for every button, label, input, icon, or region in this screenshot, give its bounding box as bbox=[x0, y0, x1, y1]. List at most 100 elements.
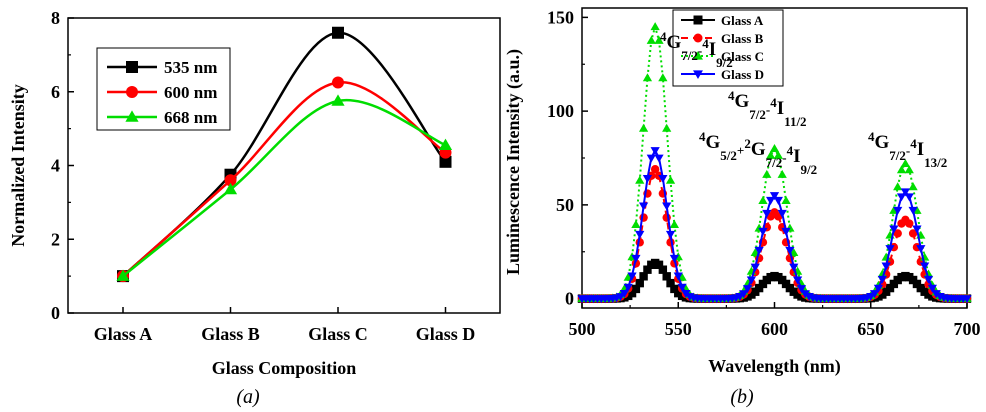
spectrum-point-b bbox=[905, 219, 914, 228]
spectrum-point-b bbox=[923, 269, 934, 278]
legend-marker-b bbox=[693, 33, 703, 43]
legend-marker-a bbox=[126, 61, 138, 73]
spectrum-point-b bbox=[666, 278, 675, 288]
spectrum-point-b bbox=[646, 35, 656, 44]
spectrum-point-b bbox=[631, 254, 641, 263]
spectrum-point-b bbox=[869, 290, 880, 299]
spectrum-point-b bbox=[769, 144, 780, 152]
spectrum-point-b bbox=[654, 260, 664, 270]
spectrum-point-b bbox=[777, 169, 787, 178]
y-tick-label-b: 100 bbox=[547, 101, 574, 121]
legend-label-b: Glass B bbox=[721, 31, 764, 46]
spectrum-point-b bbox=[962, 295, 972, 304]
y-tick-label-b: 150 bbox=[547, 7, 574, 27]
spectrum-point-b bbox=[873, 284, 884, 293]
data-point-a bbox=[331, 94, 345, 106]
legend-marker-a bbox=[126, 86, 138, 98]
spectrum-point-b bbox=[638, 202, 649, 211]
spectrum-point-b bbox=[796, 285, 807, 294]
data-point-a bbox=[438, 138, 453, 151]
x-tick-label-a: Glass C bbox=[308, 324, 368, 344]
series-line-a bbox=[122, 81, 447, 278]
legend-label-a: 668 nm bbox=[164, 108, 217, 127]
spectrum-point-b bbox=[758, 227, 768, 236]
spectrum-point-b bbox=[769, 192, 780, 201]
x-tick-label-a: Glass B bbox=[201, 324, 260, 344]
spectrum-point-b bbox=[635, 278, 644, 288]
annotation-transition-3: 4G5/2+2G7/2-4I9/2 bbox=[699, 129, 817, 177]
spectrum-point-b bbox=[650, 22, 660, 31]
panel-a: 0 2 4 6 8 Glass A Glass B Glass C Glass D Glass C… bbox=[8, 8, 501, 408]
y-tick-label-b: 50 bbox=[556, 195, 574, 215]
spectrum-point-b bbox=[896, 193, 907, 202]
x-tick-label-a: Glass A bbox=[94, 324, 153, 344]
spectrum-point-b bbox=[739, 290, 749, 299]
spectrum-point-b bbox=[893, 229, 902, 238]
spectrum-point-b bbox=[916, 245, 926, 254]
legend-marker-b bbox=[693, 15, 703, 25]
legend-label-a: 600 nm bbox=[164, 83, 217, 102]
data-point-a bbox=[223, 182, 238, 195]
y-axis-label-b: Luminescence Intensity (a.u.) bbox=[503, 49, 524, 275]
spectrum-point-b bbox=[662, 272, 671, 281]
spectrum-point-b bbox=[893, 206, 903, 215]
spectrum-point-b bbox=[927, 284, 937, 293]
data-point-a bbox=[439, 155, 452, 168]
spectrum-point-b bbox=[900, 188, 911, 197]
spectrum-point-b bbox=[773, 196, 783, 205]
legend-b: Glass A Glass B Glass C Glass D bbox=[672, 9, 784, 87]
spectrum-point-b bbox=[635, 230, 645, 239]
annotation-transition-4: 4G7/2-4I13/2 bbox=[868, 129, 947, 170]
panel-caption-b: (b) bbox=[730, 386, 754, 408]
spectrum-point-b bbox=[662, 202, 672, 211]
spectrum-point-b bbox=[762, 169, 772, 178]
legend-a: 535 nm 600 nm 668 nm bbox=[96, 47, 231, 131]
series-line-a bbox=[122, 98, 447, 278]
y-tick-label-a: 8 bbox=[51, 8, 60, 28]
spectrum-point-b bbox=[908, 182, 918, 191]
spectrum-point-b bbox=[623, 283, 633, 292]
spectrum-point-b bbox=[758, 196, 768, 205]
legend-marker-a bbox=[125, 110, 139, 122]
panel-caption-a: (a) bbox=[236, 386, 260, 408]
spectrum-point-b bbox=[665, 175, 676, 184]
spectrum-point-b bbox=[904, 165, 914, 174]
spectrum-point-b bbox=[669, 254, 680, 263]
spectrum-point-b bbox=[650, 147, 660, 156]
spectrum-point-b bbox=[746, 276, 757, 285]
data-point-a bbox=[224, 174, 237, 187]
spectrum-point-b bbox=[669, 219, 680, 228]
spectrum-point-b bbox=[646, 154, 656, 163]
y-tick-label-a: 6 bbox=[51, 82, 60, 102]
spectrum-point-b bbox=[908, 229, 918, 238]
legend-marker-b bbox=[693, 70, 703, 79]
spectrum-point-b bbox=[658, 265, 668, 274]
spectrum-point-b bbox=[754, 246, 764, 255]
x-tick-label-a: Glass D bbox=[416, 324, 476, 344]
y-axis-label-a: Normalized Intensity bbox=[8, 84, 28, 246]
spectrum-point-b bbox=[881, 262, 891, 271]
spectrum-point-b bbox=[920, 262, 930, 271]
spectrum-point-b bbox=[639, 272, 648, 281]
data-point-a bbox=[332, 26, 344, 39]
spectrum-point-b bbox=[904, 193, 914, 202]
spectrum-point-b bbox=[773, 150, 783, 159]
spectrum-point-b bbox=[766, 196, 776, 205]
y-tick-label-b: 0 bbox=[565, 289, 574, 309]
spectrum-point-b bbox=[658, 73, 668, 82]
panel-b: 500 550 600 650 700 0 50 100 150 Wavelength (nm) L… bbox=[503, 7, 981, 408]
x-tick-label-b: 550 bbox=[665, 319, 692, 339]
spectrum-point-b bbox=[789, 263, 799, 272]
spectrum-point-b bbox=[777, 209, 787, 218]
spectrum-point-b bbox=[673, 272, 683, 281]
spectrum-point-b bbox=[658, 174, 668, 183]
spectrum-point-b bbox=[654, 154, 664, 163]
annotation-transition-2: 4G7/2-4I11/2 bbox=[728, 88, 807, 129]
y-tick-label-a: 2 bbox=[51, 229, 60, 249]
legend-label-b: Glass D bbox=[721, 67, 764, 82]
y-tick-label-a: 4 bbox=[51, 156, 60, 176]
data-point-a bbox=[332, 76, 344, 89]
spectrum-point-b bbox=[665, 230, 676, 239]
spectrum-point-b bbox=[877, 269, 887, 278]
